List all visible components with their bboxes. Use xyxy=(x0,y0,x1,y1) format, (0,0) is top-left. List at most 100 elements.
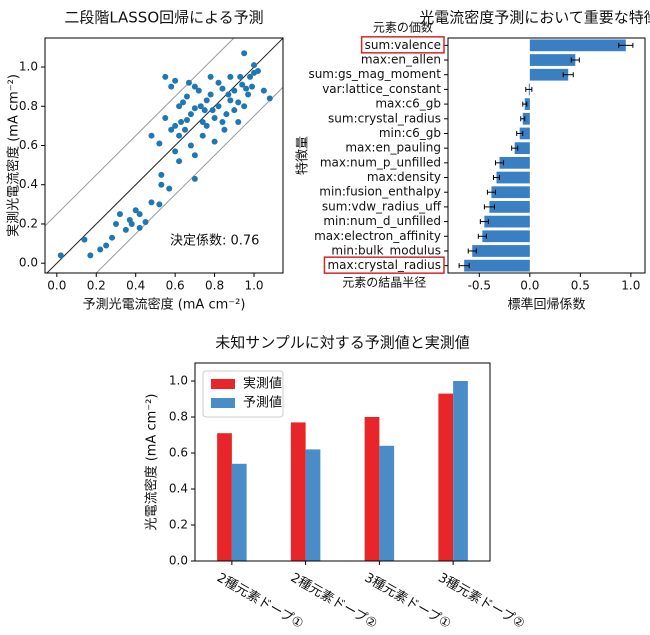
scatter-point xyxy=(162,73,169,80)
scatter-point xyxy=(132,207,139,214)
y-tick-label: 0.0 xyxy=(19,256,38,270)
scatter-point xyxy=(172,148,179,155)
reference-line xyxy=(95,86,283,273)
scatter-point xyxy=(245,91,252,98)
bar xyxy=(231,463,247,561)
x-tick-label: 1.0 xyxy=(621,279,640,293)
scatter-point xyxy=(185,79,192,86)
scatter-point xyxy=(148,199,155,206)
bar xyxy=(453,381,468,561)
scatter-point xyxy=(97,246,104,253)
bar xyxy=(305,449,321,561)
x-axis-label: 予測光電流密度 (mA cm⁻²) xyxy=(83,297,246,313)
axes-frame xyxy=(194,362,491,562)
scatter-point xyxy=(199,132,206,139)
scatter-point xyxy=(203,97,210,104)
y-tick-label: 0.6 xyxy=(169,446,188,460)
annotation: 決定係数: 0.76 xyxy=(170,234,259,249)
category-label: min:num_d_unfilled xyxy=(323,214,441,228)
scatter-point xyxy=(223,111,230,118)
category-label: max:electron_affinity xyxy=(314,229,441,243)
category-label: sum:gs_mag_moment xyxy=(308,67,441,81)
bar xyxy=(290,422,306,561)
x-tick-label: 0.4 xyxy=(126,279,145,293)
scatter-point xyxy=(266,95,273,102)
scatter-point xyxy=(235,118,242,125)
scatter-point xyxy=(199,118,206,125)
legend-label: 実測値 xyxy=(243,376,282,392)
highlight-note: 元素の結晶半径 xyxy=(342,276,426,290)
y-tick-label: 0.4 xyxy=(169,482,188,496)
chart-title: 二段階LASSO回帰による予測 xyxy=(64,9,263,27)
scatter-point xyxy=(191,83,198,90)
x-tick-label: -0.5 xyxy=(468,279,491,293)
y-axis-label: 実測光電流密度 (mA cm⁻²) xyxy=(6,74,22,237)
scatter-point xyxy=(251,62,258,69)
scatter-point xyxy=(180,99,187,106)
x-tick-label: 0.0 xyxy=(520,279,539,293)
scatter-point xyxy=(183,116,190,123)
scatter-point xyxy=(201,107,208,114)
scatter-point xyxy=(231,107,238,114)
bar xyxy=(438,393,454,561)
scatter-point xyxy=(176,132,183,139)
scatter-point xyxy=(207,91,214,98)
bar xyxy=(364,417,380,561)
scatter-point xyxy=(168,83,175,90)
bar xyxy=(522,112,530,125)
category-label: max:crystal_radius xyxy=(327,258,441,272)
scatter-point xyxy=(227,73,234,80)
scatter-point xyxy=(156,140,163,147)
bar xyxy=(472,245,530,257)
axes-frame xyxy=(447,37,646,274)
axes-frame xyxy=(44,37,284,274)
category-label: sum:crystal_radius xyxy=(328,111,441,125)
scatter-point xyxy=(57,252,64,259)
scatter-point xyxy=(168,126,175,133)
scatter-point xyxy=(219,118,226,125)
bar xyxy=(524,98,530,110)
scatter-point xyxy=(219,85,226,92)
scatter-point xyxy=(203,122,210,129)
chart-title: 光電流密度予測において重要な特徴量 xyxy=(419,9,650,27)
scatter-point xyxy=(227,97,234,104)
category-label: max:en_allen xyxy=(361,53,441,67)
category-label: max:en_pauling xyxy=(345,141,441,155)
scatter-point xyxy=(215,79,222,86)
category-label: max:num_p_unfilled xyxy=(320,155,441,169)
scatter-point xyxy=(136,211,143,218)
bar xyxy=(482,230,530,243)
scatter-point xyxy=(176,158,183,165)
category-label: sum:vdw_radius_uff xyxy=(322,199,442,213)
scatter-point xyxy=(183,93,190,100)
bar xyxy=(529,39,626,52)
scatter-point xyxy=(195,87,202,94)
category-label: min:fusion_enthalpy xyxy=(319,185,441,199)
scatter-point xyxy=(235,99,242,106)
x-tick-label: 0.0 xyxy=(47,279,66,293)
bar xyxy=(484,215,530,228)
chart-title: 未知サンプルに対する予測値と実測値 xyxy=(215,334,470,352)
bar xyxy=(379,445,395,561)
scatter-point xyxy=(178,118,185,125)
scatter-point xyxy=(243,85,250,92)
scatter-point xyxy=(128,220,135,227)
scatter-point xyxy=(254,67,261,74)
bar xyxy=(529,68,569,81)
scatter-point xyxy=(237,73,244,80)
scatter-point xyxy=(162,115,169,122)
scatter-point xyxy=(87,252,94,259)
category-label: sum:valence xyxy=(365,38,441,52)
highlight-note: 元素の価数 xyxy=(373,19,433,34)
scatter-point xyxy=(239,81,246,88)
legend-swatch xyxy=(211,398,235,408)
y-tick-label: 1.0 xyxy=(169,374,188,388)
bar xyxy=(529,54,576,66)
scatter-point xyxy=(136,224,143,231)
scatter-point xyxy=(116,211,123,218)
scatter-point xyxy=(156,201,163,208)
y-tick-label: 0.2 xyxy=(169,518,188,532)
scatter-point xyxy=(221,126,228,133)
